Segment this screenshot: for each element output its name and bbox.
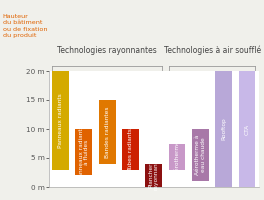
Text: CTA: CTA <box>244 123 249 135</box>
Text: Panneaux radiants
à fluides: Panneaux radiants à fluides <box>79 125 89 180</box>
Text: Rooftop: Rooftop <box>221 118 226 140</box>
Bar <box>169 144 186 170</box>
Text: Aérotherme: Aérotherme <box>175 139 180 174</box>
Text: Aérotherme à
eau chaude: Aérotherme à eau chaude <box>195 135 206 175</box>
Bar <box>215 71 232 187</box>
Text: Bandes radiantes: Bandes radiantes <box>105 106 110 158</box>
Text: Panneaux radiants: Panneaux radiants <box>58 93 63 148</box>
Bar <box>239 71 256 187</box>
Text: Plancher
rayonnant: Plancher rayonnant <box>149 160 159 190</box>
Bar <box>192 129 209 181</box>
Text: Tubes radiants: Tubes radiants <box>128 128 133 171</box>
Text: Technologies à air soufflé: Technologies à air soufflé <box>163 45 261 55</box>
Text: Technologies rayonnantes: Technologies rayonnantes <box>57 46 157 55</box>
Bar <box>52 71 69 170</box>
Bar <box>145 164 162 187</box>
Bar <box>122 129 139 170</box>
Text: Hauteur
du bâtiment
ou de fixation
du produit: Hauteur du bâtiment ou de fixation du pr… <box>3 14 47 38</box>
Bar <box>76 129 92 175</box>
Bar <box>99 100 116 164</box>
